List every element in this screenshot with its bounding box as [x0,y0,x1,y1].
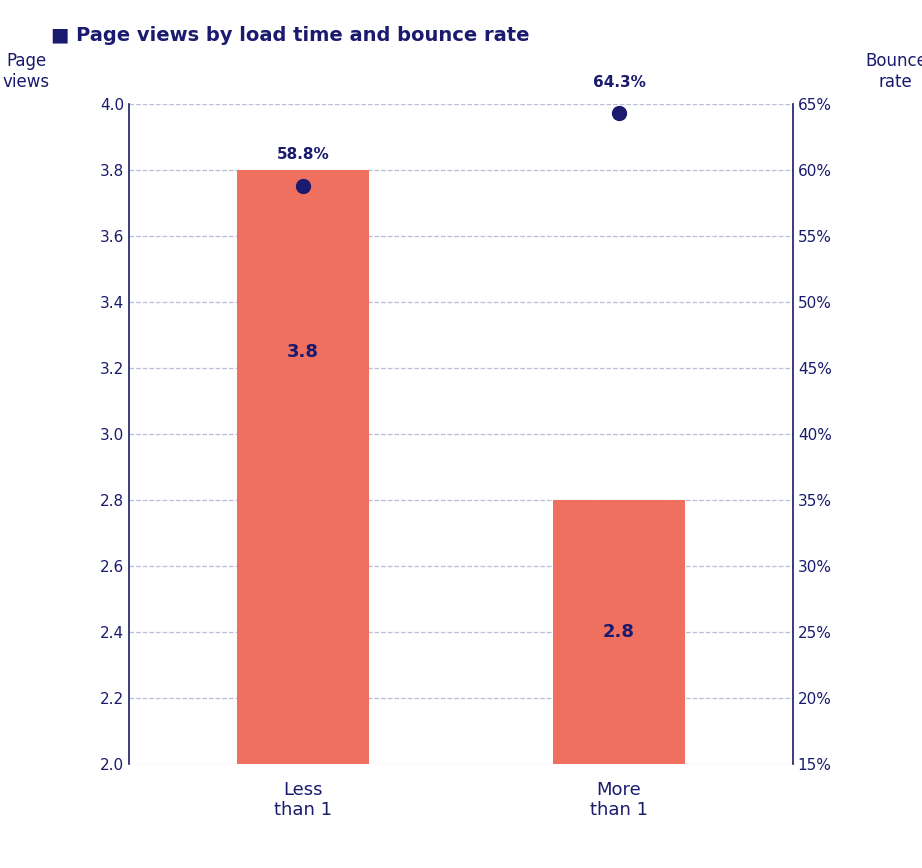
Text: Page
views: Page views [3,52,50,91]
Text: 2.8: 2.8 [603,623,635,641]
Point [611,107,626,121]
Bar [552,500,685,764]
Text: 3.8: 3.8 [287,343,319,360]
Point [296,179,311,193]
Text: 64.3%: 64.3% [593,75,645,89]
Bar [237,170,370,764]
Text: Bounce
rate: Bounce rate [865,52,922,91]
Text: 58.8%: 58.8% [277,148,329,162]
Text: ■ Page views by load time and bounce rate: ■ Page views by load time and bounce rat… [51,26,529,45]
